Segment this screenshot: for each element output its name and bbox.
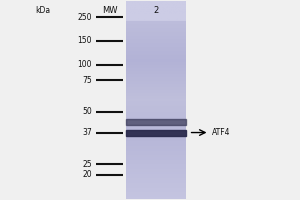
Text: 25: 25 bbox=[82, 160, 92, 169]
Bar bbox=[126, 130, 186, 136]
Text: 37: 37 bbox=[82, 128, 92, 137]
Text: MW: MW bbox=[102, 6, 118, 15]
Text: 75: 75 bbox=[82, 76, 92, 85]
Text: 20: 20 bbox=[82, 170, 92, 179]
Text: ATF4: ATF4 bbox=[212, 128, 231, 137]
Text: 100: 100 bbox=[77, 60, 92, 69]
Bar bbox=[126, 119, 186, 125]
Text: 2: 2 bbox=[153, 6, 159, 15]
Text: kDa: kDa bbox=[35, 6, 51, 15]
Text: 50: 50 bbox=[82, 107, 92, 116]
Text: 250: 250 bbox=[77, 13, 92, 22]
Text: 150: 150 bbox=[77, 36, 92, 45]
